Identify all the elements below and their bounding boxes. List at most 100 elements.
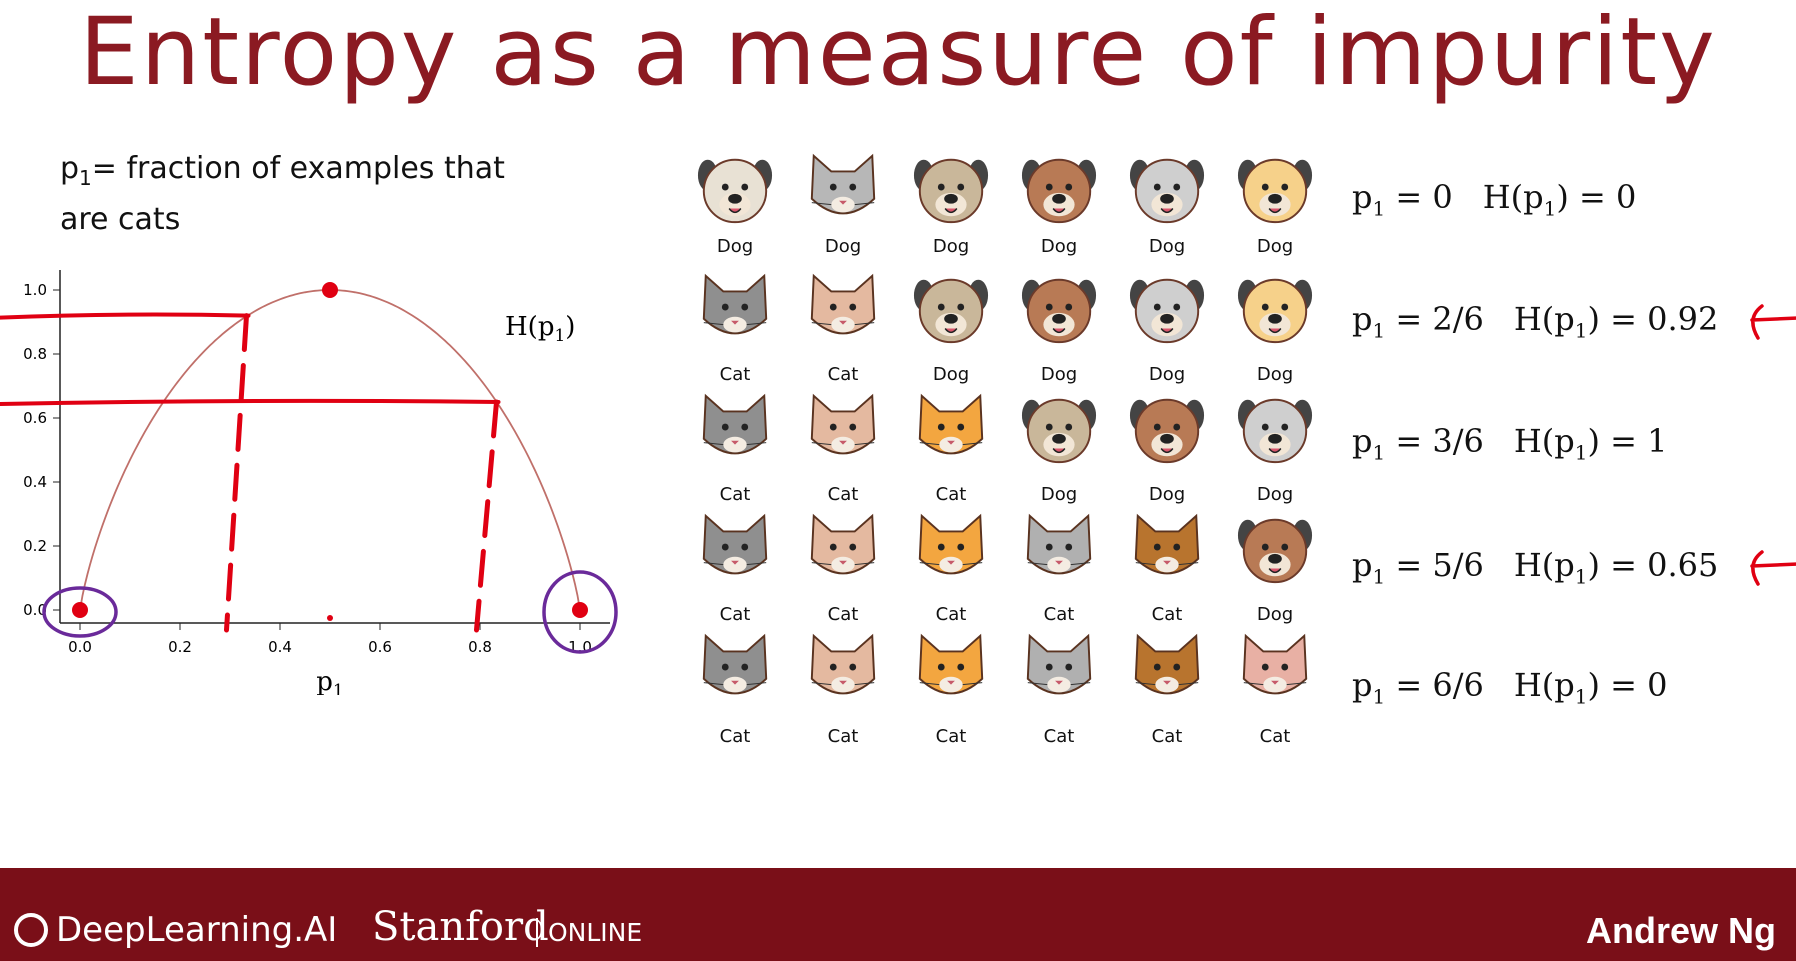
pet-label: Dog [824, 236, 862, 257]
h-value: 0 [1615, 178, 1637, 216]
pet-cell: Cat [788, 630, 898, 750]
p-sub: 1 [1372, 684, 1386, 709]
p-symbol: p [1352, 178, 1373, 216]
h-sub: 1 [1574, 564, 1588, 589]
p-symbol: p [1352, 422, 1373, 460]
definition-line-1: = fraction of examples that [91, 151, 505, 186]
p-symbol: p [1352, 666, 1373, 704]
pet-label: Cat [827, 484, 859, 505]
h-sub: 1 [1574, 440, 1588, 465]
equals: = [1385, 178, 1433, 216]
cat-face-icon [1242, 633, 1308, 695]
h-close: ) = [1587, 422, 1648, 460]
p-sub: 1 [1372, 196, 1386, 221]
h-sub: 1 [1574, 684, 1588, 709]
dog-face-icon [697, 158, 773, 224]
pet-cell: Dog [1220, 510, 1330, 630]
x-tick-label: 0.2 [168, 638, 192, 656]
entropy-equation: p1 = 5/6 H(p1) = 0.65 [1352, 546, 1718, 588]
y-tick-label: 0.8 [23, 345, 47, 363]
dog-face-icon [1021, 278, 1097, 344]
pet-label: Cat [719, 726, 751, 747]
cat-face-icon [810, 393, 876, 455]
p-value: 3/6 [1432, 422, 1484, 460]
p-symbol: p [1352, 300, 1373, 338]
x-axis-label: p1 [316, 667, 343, 695]
equals: = [1385, 422, 1433, 460]
pet-cell: Dog [1004, 270, 1114, 390]
x-tick-label: 0.0 [68, 638, 92, 656]
h-open: H(p [1513, 300, 1575, 338]
cat-face-icon [1026, 633, 1092, 695]
pet-cell: Dog [896, 150, 1006, 270]
pet-cell: Cat [896, 510, 1006, 630]
deeplearning-logo-icon [14, 913, 48, 947]
online-label: ONLINE [536, 918, 642, 947]
equals: = [1385, 546, 1433, 584]
h-value: 0.92 [1647, 300, 1719, 338]
pet-label: Dog [1040, 484, 1078, 505]
annotation-vline [474, 399, 499, 633]
entropy-equation: p1 = 2/6 H(p1) = 0.92 [1352, 300, 1718, 342]
circled-endpoint [42, 586, 118, 638]
pet-grid: Dog Dog Dog Dog Dog Dog Cat Cat Dog Dog Dog Dog Cat C… [680, 150, 1330, 770]
pet-label: Dog [932, 236, 970, 257]
highlight-dot [72, 602, 88, 618]
p1-definition: p1= fraction of examples that are cats [60, 148, 505, 241]
cat-face-icon [1134, 633, 1200, 695]
pet-cell: Cat [788, 510, 898, 630]
cat-face-icon [702, 393, 768, 455]
pet-label: Cat [719, 364, 751, 385]
h-open: H(p [1513, 666, 1575, 704]
cat-face-icon [1134, 513, 1200, 575]
handwritten-arrow-icon [1750, 304, 1796, 340]
pet-cell: Cat [1004, 510, 1114, 630]
h-open: H(p [1513, 546, 1575, 584]
pet-label: Dog [1040, 364, 1078, 385]
pet-label: Dog [1148, 484, 1186, 505]
pet-label: Dog [1040, 236, 1078, 257]
pet-cell: Cat [680, 390, 790, 510]
pet-cell: Dog [1220, 390, 1330, 510]
pet-label: Dog [716, 236, 754, 257]
dog-face-icon [1237, 278, 1313, 344]
pet-cell: Dog [1112, 390, 1222, 510]
pet-label: Cat [935, 604, 967, 625]
entropy-plot: 0.0 0.2 0.4 0.6 0.8 1.00.00.20.40.60.81.0p1H(… [0, 270, 618, 695]
pet-label: Dog [1256, 364, 1294, 385]
p-sub: 1 [1372, 440, 1386, 465]
pet-label: Cat [827, 604, 859, 625]
pet-cell: Dog [1220, 270, 1330, 390]
p-symbol: p [1352, 546, 1373, 584]
curve-label: H(p1) [505, 312, 575, 346]
y-tick-label: 0.0 [23, 601, 47, 619]
cat-face-icon [702, 513, 768, 575]
pet-cell: Dog [680, 150, 790, 270]
pet-cell: Cat [896, 390, 1006, 510]
cat-face-icon [810, 513, 876, 575]
pet-label: Cat [1043, 604, 1075, 625]
instructor-name: Andrew Ng [1585, 910, 1776, 951]
pet-label: Cat [1151, 604, 1183, 625]
entropy-equation: p1 = 0 H(p1) = 0 [1352, 178, 1636, 220]
annotation-hline [0, 312, 251, 320]
slide-title: Entropy as a measure of impurity [79, 0, 1717, 107]
pet-label: Dog [1256, 236, 1294, 257]
dog-face-icon [1129, 278, 1205, 344]
y-tick-label: 1.0 [23, 281, 47, 299]
y-tick-label: 0.6 [23, 409, 47, 427]
h-open: H(p [1513, 422, 1575, 460]
h-value: 0 [1647, 666, 1668, 704]
pet-cell: Cat [896, 630, 1006, 750]
pet-label: Cat [1043, 726, 1075, 747]
pet-label: Cat [935, 484, 967, 505]
equals: = [1385, 666, 1433, 704]
p-value: 0 [1432, 178, 1453, 216]
cat-face-icon [702, 273, 768, 335]
stanford-wordmark: Stanford [372, 904, 549, 950]
stray-dot [327, 615, 333, 621]
dog-face-icon [1129, 398, 1205, 464]
pet-cell: Dog [1004, 390, 1114, 510]
pet-cell: Cat [680, 630, 790, 750]
pet-label: Cat [827, 726, 859, 747]
